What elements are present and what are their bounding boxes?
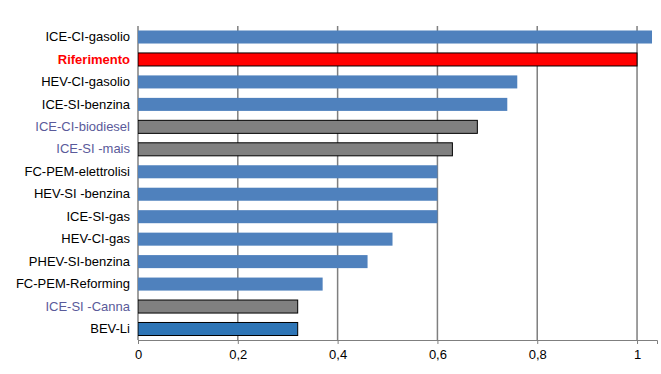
bar [138, 30, 652, 43]
x-tick-mark [437, 340, 438, 344]
y-tick-label: ICE-SI-benzina [42, 97, 131, 112]
grid-line [437, 26, 439, 340]
x-tick-label: 0,4 [329, 347, 347, 362]
y-tick: FC-PEM-Reforming [16, 276, 138, 291]
grid-line [237, 26, 239, 340]
y-tick-label: ICE-SI -Canna [45, 299, 130, 314]
y-tick-label: FC-PEM-elettrolisi [25, 164, 131, 179]
y-tick-label: ICE-SI-gas [66, 209, 130, 224]
x-tick: 0,2 [229, 340, 247, 362]
bar [138, 165, 437, 178]
y-tick: FC-PEM-elettrolisi [25, 164, 138, 179]
x-tick-label: 0 [135, 347, 142, 362]
y-tick: ICE-CI-biodiesel [35, 119, 138, 134]
y-tick: Riferimento [58, 52, 138, 67]
bar [138, 98, 507, 111]
chart: 0 0,2 0,4 0,6 0,8 1 ICE-CI-gasolio Riferimento H… [0, 0, 661, 374]
y-tick-label: PHEV-SI-benzina [29, 254, 131, 269]
y-tick: ICE-SI -mais [56, 141, 138, 156]
y-tick: HEV-CI-gasolio [41, 74, 138, 89]
x-tick-mark [537, 340, 538, 344]
bar [138, 233, 393, 246]
grid-line [536, 26, 538, 340]
x-tick-label: 0,8 [529, 347, 547, 362]
x-tick: 1 [634, 340, 641, 362]
x-tick-mark [238, 340, 239, 344]
y-tick-label: ICE-CI-gasolio [45, 29, 130, 44]
y-tick: ICE-SI-gas [66, 209, 138, 224]
grid-line [137, 26, 139, 340]
plot: 0 0,2 0,4 0,6 0,8 1 ICE-CI-gasolio Riferimento H… [16, 26, 658, 362]
x-tick-mark [138, 340, 139, 344]
y-tick: PHEV-SI-benzina [29, 254, 138, 269]
y-tick: HEV-SI -benzina [34, 186, 138, 201]
x-axis: 0 0,2 0,4 0,6 0,8 1 [135, 340, 658, 362]
y-tick: ICE-SI-benzina [42, 97, 138, 112]
bar [138, 53, 637, 66]
bar [138, 255, 368, 268]
x-tick-label: 0,2 [229, 347, 247, 362]
y-tick-label: ICE-CI-biodiesel [35, 119, 130, 134]
bars [138, 30, 652, 335]
bar [138, 143, 452, 156]
x-tick-mark [338, 340, 339, 344]
bar [138, 75, 517, 88]
x-tick-mark [637, 340, 638, 344]
bar [138, 278, 323, 291]
y-tick: HEV-CI-gas [61, 231, 138, 246]
x-tick: 0,8 [529, 340, 547, 362]
grid-line [636, 26, 638, 340]
grid [138, 26, 637, 340]
y-tick: ICE-SI -Canna [45, 299, 138, 314]
bar [138, 322, 298, 335]
bar [138, 300, 298, 313]
y-axis: ICE-CI-gasolio Riferimento HEV-CI-gasolio I… [16, 29, 138, 336]
x-axis-line [139, 341, 658, 345]
bar [138, 210, 437, 223]
bar [138, 120, 477, 133]
y-tick-label: ICE-SI -mais [56, 141, 130, 156]
x-tick: 0 [135, 340, 142, 362]
y-tick-label: HEV-CI-gasolio [41, 74, 130, 89]
y-tick-label: HEV-CI-gas [61, 231, 130, 246]
x-tick: 0,6 [429, 340, 447, 362]
y-tick-label: Riferimento [58, 52, 130, 67]
bar [138, 188, 437, 201]
x-tick-label: 1 [634, 347, 641, 362]
x-tick: 0,4 [329, 340, 347, 362]
x-tick-label: 0,6 [429, 347, 447, 362]
y-tick-label: FC-PEM-Reforming [16, 276, 130, 291]
y-tick: ICE-CI-gasolio [45, 29, 138, 44]
grid-line [337, 26, 339, 340]
y-tick-label: BEV-Li [90, 321, 130, 336]
y-tick-label: HEV-SI -benzina [34, 186, 131, 201]
y-tick: BEV-Li [90, 321, 138, 336]
